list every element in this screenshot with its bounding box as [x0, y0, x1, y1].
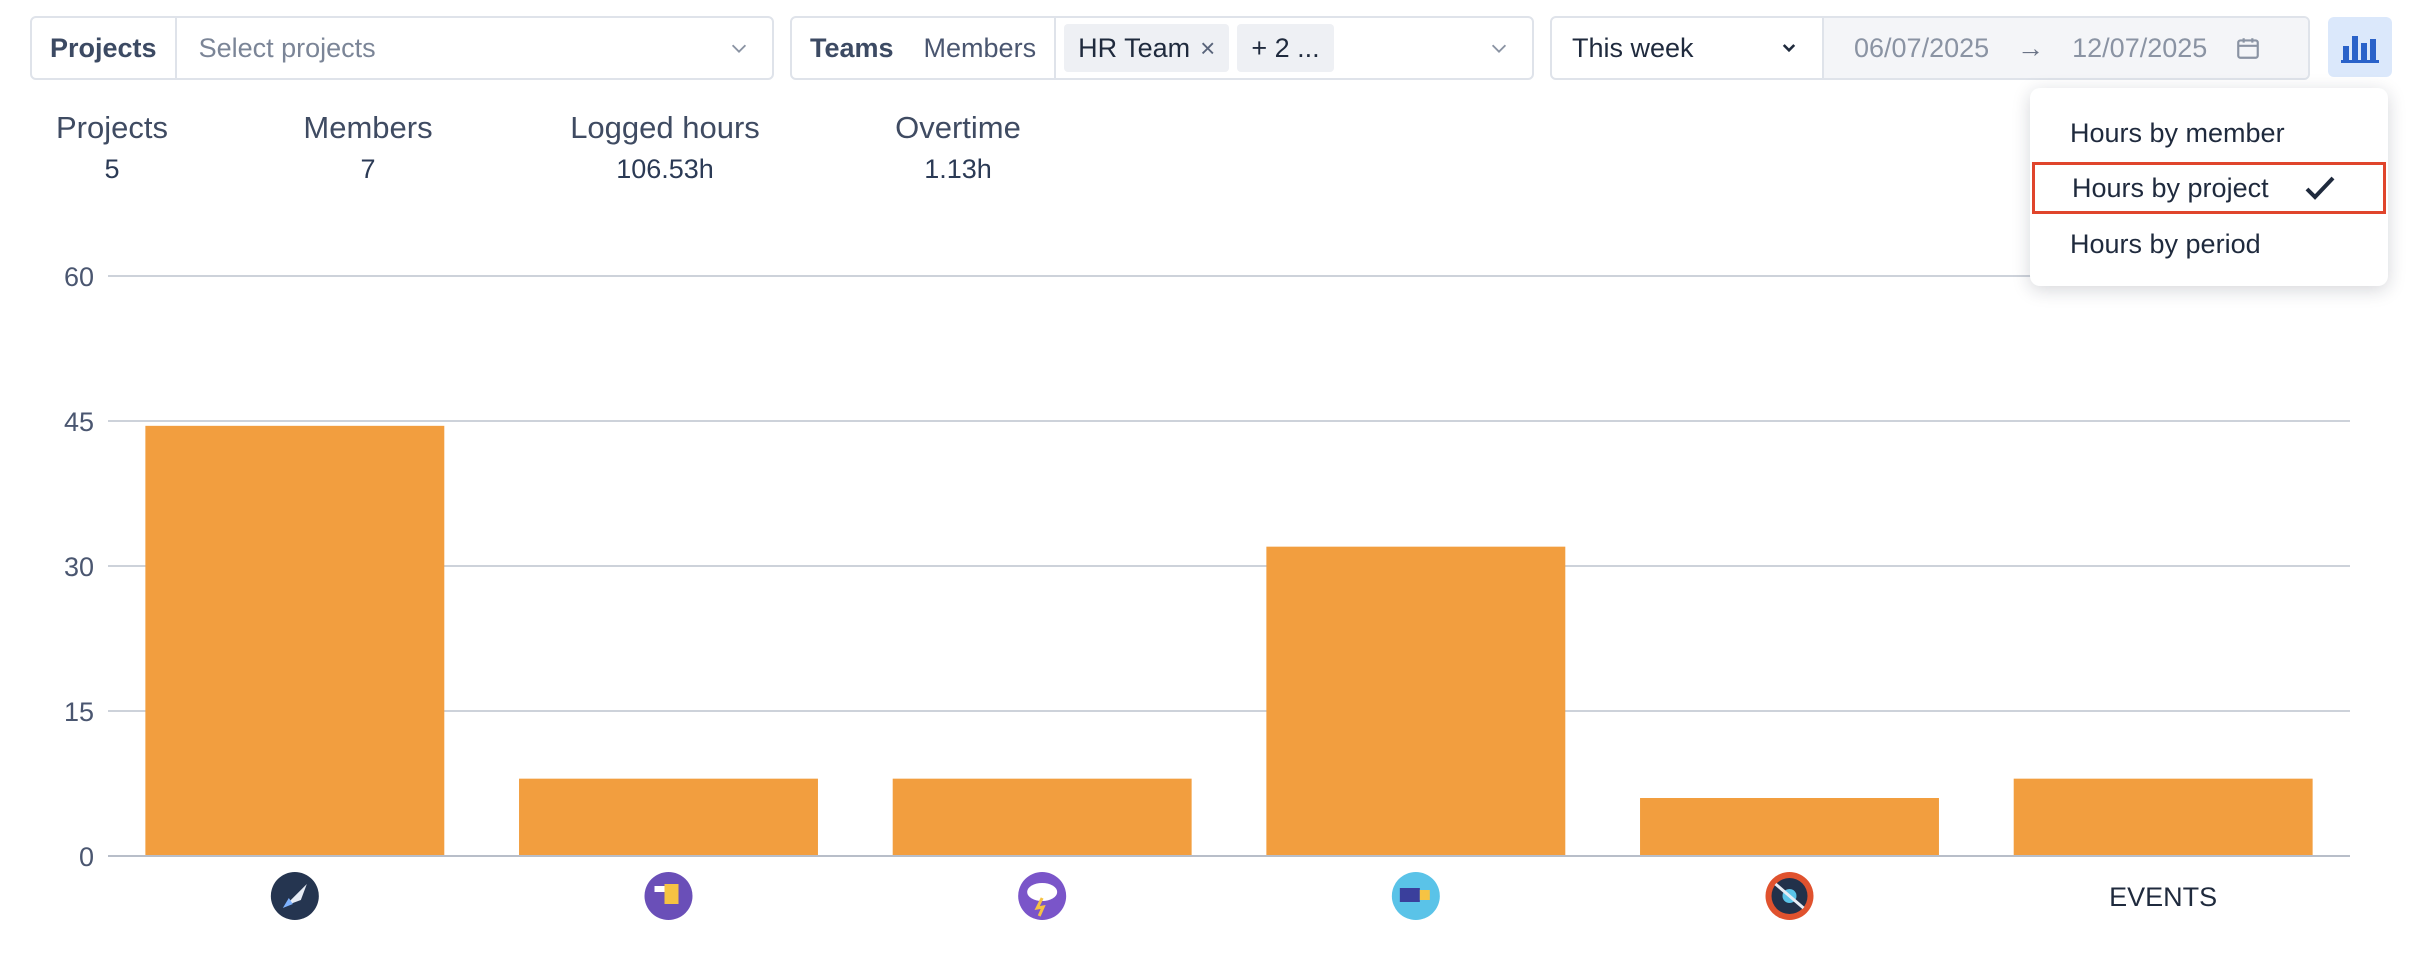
stat-members: Members 7 — [268, 110, 468, 185]
period-select-value: This week — [1572, 32, 1694, 63]
close-icon[interactable]: × — [1200, 32, 1216, 63]
stat-overtime: Overtime 1.13h — [858, 110, 1058, 185]
calendar-icon[interactable] — [2235, 35, 2261, 61]
teams-tab[interactable]: Teams — [810, 32, 894, 63]
date-arrow: → — [2017, 32, 2045, 63]
team-tag-hr: HR Team × — [1064, 24, 1230, 72]
projects-select-input[interactable]: Select projects — [198, 32, 376, 63]
date-to: 12/07/2025 — [2072, 32, 2208, 63]
period-select[interactable]: This week — [1552, 18, 1822, 78]
chevron-down-icon — [1780, 39, 1822, 57]
menu-item-label: Hours by member — [2070, 117, 2285, 148]
bar-chart-icon — [2341, 36, 2379, 63]
stat-value: 5 — [104, 154, 120, 184]
teams-filter[interactable]: Teams Members HR Team × + 2 ... — [790, 16, 1534, 80]
menu-item-hours-by-member[interactable]: Hours by member — [2030, 107, 2388, 159]
y-tick-label: 0 — [79, 842, 94, 872]
menu-item-label: Hours by project — [2072, 172, 2269, 203]
bar — [2013, 778, 2313, 856]
stat-logged-hours: Logged hours 106.53h — [530, 110, 800, 185]
checkmark-icon — [2305, 176, 2335, 200]
bar — [1266, 546, 1566, 856]
x-category-label: EVENTS — [2109, 882, 2217, 912]
chevron-down-icon[interactable] — [1466, 18, 1532, 78]
menu-item-hours-by-project[interactable]: Hours by project — [2032, 162, 2386, 214]
menu-item-hours-by-period[interactable]: Hours by period — [2030, 218, 2388, 270]
y-tick-label: 15 — [64, 697, 94, 727]
stat-label: Logged hours — [570, 110, 760, 145]
storm-cloud-icon — [1018, 872, 1067, 920]
more-teams-tag[interactable]: + 2 ... — [1237, 24, 1334, 72]
rocket-icon — [270, 872, 319, 920]
y-tick-label: 45 — [64, 407, 94, 437]
bar — [145, 425, 445, 856]
period-filter: This week 06/07/2025 → 12/07/2025 — [1550, 16, 2310, 80]
y-tick-label: 30 — [64, 552, 94, 582]
stat-label: Projects — [56, 110, 168, 145]
stat-value: 106.53h — [616, 154, 714, 184]
stat-value: 1.13h — [924, 154, 992, 184]
stat-label: Members — [303, 110, 433, 145]
stat-projects: Projects 5 — [30, 110, 194, 185]
projects-filter[interactable]: Projects Select projects — [30, 16, 774, 80]
members-tab[interactable]: Members — [923, 32, 1037, 63]
y-tick-label: 60 — [64, 262, 94, 292]
chart-view-button[interactable] — [2328, 17, 2392, 77]
date-from: 06/07/2025 — [1854, 32, 1990, 63]
team-tag-label: HR Team — [1078, 32, 1191, 63]
card-icon — [1391, 872, 1440, 920]
stat-label: Overtime — [895, 110, 1021, 145]
flag-icon — [644, 872, 693, 920]
vinyl-icon — [1765, 872, 1814, 920]
stat-value: 7 — [360, 154, 376, 184]
date-range-input[interactable]: 06/07/2025 → 12/07/2025 — [1824, 18, 2308, 78]
chevron-down-icon[interactable] — [706, 18, 772, 78]
bar — [519, 778, 818, 856]
projects-filter-label: Projects — [50, 32, 157, 63]
view-dropdown-menu: Hours by member Hours by project Hours b… — [2030, 88, 2388, 286]
bar — [1640, 798, 1939, 856]
bar — [892, 778, 1192, 856]
menu-item-label: Hours by period — [2070, 228, 2261, 259]
